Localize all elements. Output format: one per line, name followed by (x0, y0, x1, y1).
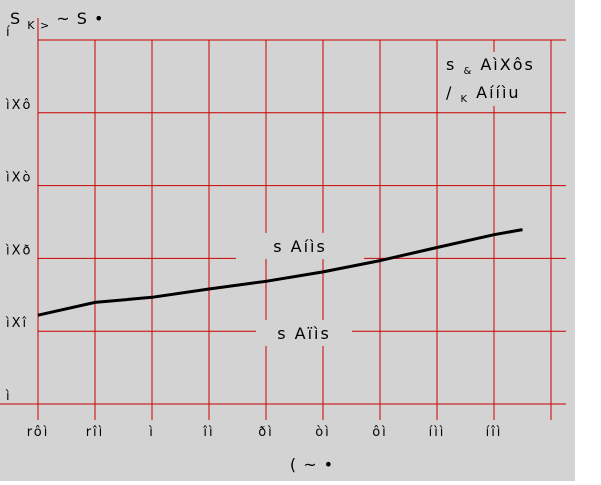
corner-annotation-bg (442, 52, 534, 106)
x-tick-label: òì (315, 425, 331, 440)
corner-line2-main: / (446, 83, 453, 102)
y-tick-label: ìXð (5, 243, 32, 258)
y-tick-label: í (6, 25, 12, 40)
x-tick-labels: rôì rîì ì îì ðì òì ôì íìì íîì (27, 425, 503, 440)
x-tick-label: ì (148, 425, 155, 440)
x-tick-label: rîì (86, 425, 105, 440)
corner-line2-sub: K (460, 94, 469, 105)
y-tick-label: ì (5, 389, 12, 404)
corner-annotation-line2: / K Aííìu (446, 83, 521, 106)
x-tick-label: îì (202, 425, 214, 440)
y-axis-title-main: S (10, 9, 21, 28)
y-axis-title-suffix: ~ S • (56, 9, 104, 28)
corner-line1-rest: AìXôs (480, 55, 534, 74)
x-tick-label: íîì (486, 425, 503, 440)
label-lower: s Aïìs (277, 324, 331, 343)
label-lower-bg (256, 320, 352, 346)
x-tick-label: ôì (372, 425, 388, 440)
corner-line1-sub: & (463, 66, 473, 77)
corner-annotation-line1: s & AìXôs (446, 55, 535, 78)
x-axis-title: ( ~ • (290, 455, 334, 474)
label-upper: s Aíìs (273, 237, 327, 256)
y-axis-title-sub: K > (27, 19, 50, 32)
series-line (37, 228, 523, 317)
y-tick-labels: ì ìXî ìXð ìXò ìXô í (5, 25, 32, 404)
y-axis-title: S K > ~ S • (10, 9, 104, 33)
y-tick-label: ìXô (5, 98, 32, 113)
corner-line1-main: s (446, 55, 456, 74)
corner-line2-rest: Aííìu (476, 83, 520, 102)
x-tick-label: íìì (429, 425, 446, 440)
y-tick-label: ìXò (5, 171, 32, 186)
x-tick-label: rôì (27, 425, 50, 440)
y-tick-label: ìXî (5, 316, 28, 331)
x-tick-label: ðì (258, 425, 274, 440)
label-upper-bg (236, 233, 364, 259)
